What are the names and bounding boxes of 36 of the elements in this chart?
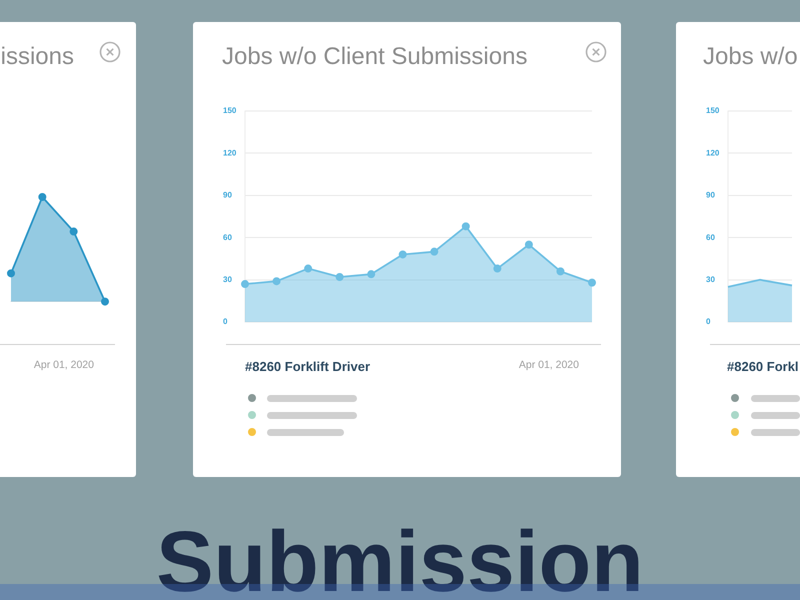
y-tick-label: 120 <box>223 148 237 158</box>
point <box>398 250 407 258</box>
y-tick-label: 60 <box>706 232 716 242</box>
point <box>241 280 249 288</box>
point <box>588 278 596 287</box>
y-tick-label: 0 <box>706 317 711 326</box>
point <box>7 269 15 278</box>
chart-title: Jobs w/o Client Submissions <box>222 42 528 70</box>
y-tick-label: 150 <box>223 106 237 116</box>
y-tick-label: 30 <box>223 275 232 284</box>
point <box>336 272 344 281</box>
chart-title: Jobs w/o <box>703 42 798 70</box>
y-tick-label: 90 <box>706 190 716 200</box>
chart-title: issions <box>0 42 74 70</box>
point <box>304 264 312 273</box>
point <box>556 267 564 276</box>
point <box>272 277 281 286</box>
text: Apr 01, 2020 <box>518 358 579 370</box>
y-tick-label: 60 <box>223 232 232 242</box>
point <box>462 222 470 230</box>
text: #8260 Forkl <box>727 358 799 374</box>
y-tick-label: 30 <box>706 275 716 284</box>
point <box>430 248 438 256</box>
text: Apr 01, 2020 <box>34 358 94 370</box>
text: #8260 Forklift Driver <box>245 358 370 374</box>
point <box>70 228 78 236</box>
text: Submission <box>156 514 644 600</box>
point <box>101 298 109 306</box>
point <box>524 240 533 249</box>
y-tick-label: 90 <box>223 190 232 200</box>
point <box>367 270 376 278</box>
y-tick-label: 120 <box>706 148 720 158</box>
point <box>38 193 46 201</box>
y-tick-label: 150 <box>706 106 720 116</box>
point <box>493 264 502 273</box>
y-tick-label: 0 <box>223 317 228 326</box>
